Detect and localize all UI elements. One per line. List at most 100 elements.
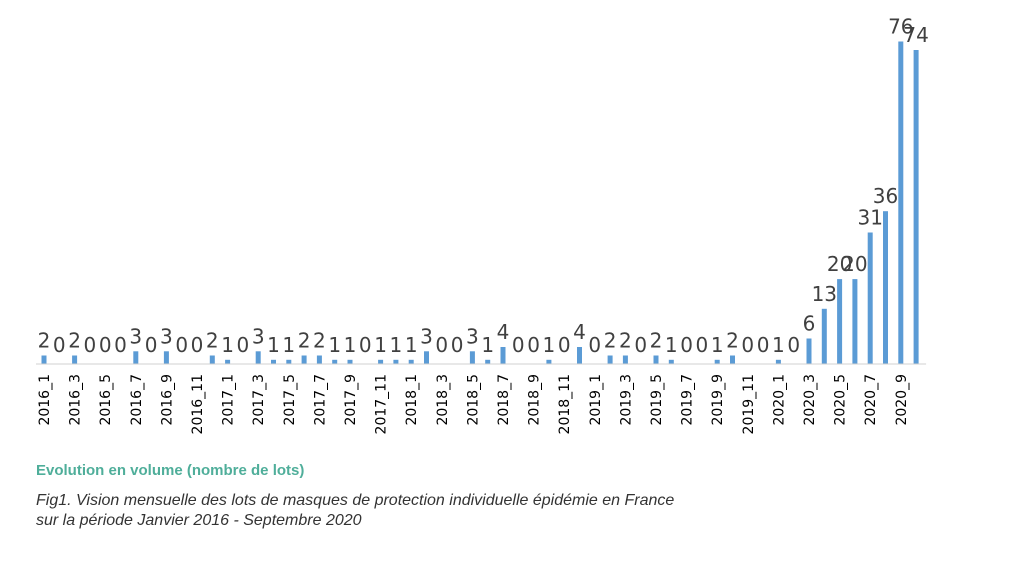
x-tick-label-2019_5: 2019_5 (649, 374, 665, 426)
x-tick-label-2017_9: 2017_9 (343, 374, 359, 426)
data-label-2019_8: 0 (696, 333, 709, 357)
data-label-2018_10: 1 (543, 333, 556, 357)
x-tick-label-2019_9: 2019_9 (710, 374, 726, 426)
bar-2020_3 (806, 338, 812, 364)
bar-2017_9 (347, 359, 353, 364)
data-label-2016_10: 0 (175, 333, 188, 357)
data-label-2017_5: 1 (282, 333, 295, 357)
x-tick-label-2018_1: 2018_1 (404, 374, 420, 426)
bar-2018_5 (469, 351, 475, 364)
data-label-2017_4: 1 (267, 333, 280, 357)
bar-2019_3 (622, 355, 628, 364)
bar-2020_8 (883, 211, 888, 364)
x-tick-label-2020_9: 2020_9 (894, 374, 910, 426)
data-label-2016_3: 2 (68, 329, 81, 353)
data-label-2016_12: 2 (206, 329, 219, 353)
data-label-2020_3: 6 (803, 312, 816, 336)
data-label-2016_9: 3 (160, 324, 173, 348)
bar-2017_12 (393, 359, 399, 364)
data-label-2018_11: 0 (558, 333, 571, 357)
x-tick-label-2018_3: 2018_3 (435, 374, 451, 426)
data-label-2018_4: 0 (451, 333, 464, 357)
data-label-2017_3: 3 (252, 324, 265, 348)
bar-2018_6 (485, 359, 491, 364)
figure-caption: Fig1. Vision mensuelle des lots de masqu… (36, 491, 674, 531)
x-tick-label-2018_7: 2018_7 (496, 374, 512, 426)
bar-2019_9 (714, 359, 720, 364)
bar-2016_7 (133, 351, 139, 364)
x-tick-label-2020_5: 2020_5 (833, 374, 849, 426)
data-label-2018_7: 4 (497, 320, 510, 344)
x-tick-label-2020_1: 2020_1 (771, 374, 787, 426)
x-tick-label-2018_11: 2018_11 (557, 374, 573, 434)
data-label-2019_12: 0 (757, 333, 770, 357)
data-label-2016_1: 2 (38, 329, 51, 353)
bar-2017_7 (316, 355, 322, 364)
data-label-2016_11: 0 (191, 333, 204, 357)
bar-2020_5 (837, 279, 843, 364)
bar-2019_5 (653, 355, 659, 364)
bar-2017_5 (286, 359, 292, 364)
data-label-2019_11: 0 (741, 333, 754, 357)
data-label-2018_9: 0 (527, 333, 540, 357)
x-tick-label-2020_7: 2020_7 (863, 374, 879, 426)
bars-group (41, 41, 919, 364)
x-tick-label-2019_11: 2019_11 (741, 374, 757, 434)
data-label-2017_12: 1 (390, 333, 403, 357)
x-tick-label-2016_11: 2016_11 (190, 374, 206, 434)
x-tick-label-2017_3: 2017_3 (251, 374, 267, 426)
bar-2020_9 (898, 41, 904, 364)
data-label-2020_1: 1 (772, 333, 785, 357)
data-label-2018_3: 0 (435, 333, 448, 357)
data-label-2019_6: 1 (665, 333, 678, 357)
data-label-2017_11: 1 (374, 333, 387, 357)
data-label-2017_10: 0 (359, 333, 372, 357)
data-label-2016_6: 0 (114, 333, 127, 357)
x-tick-label-2019_7: 2019_7 (680, 374, 696, 426)
x-tick-label-2016_7: 2016_7 (129, 374, 145, 426)
bar-2016_9 (163, 351, 169, 364)
bar-2016_12 (209, 355, 215, 364)
data-label-2019_9: 1 (711, 333, 724, 357)
data-label-2019_10: 2 (726, 329, 739, 353)
data-label-2019_2: 2 (604, 329, 617, 353)
bar-2017_6 (301, 355, 307, 364)
bar-2016_3 (72, 355, 78, 364)
figure-caption-line-2: sur la période Janvier 2016 - Septembre … (36, 512, 362, 529)
data-label-2019_4: 0 (634, 333, 647, 357)
data-label-2016_4: 0 (84, 333, 97, 357)
x-tick-labels-group: 2016_1 2016_3 2016_5 2016_7 2016_9 2016_11 201… (37, 374, 910, 434)
data-label-2019_5: 2 (650, 329, 663, 353)
data-label-2017_9: 1 (344, 333, 357, 357)
bar-2017_8 (332, 359, 338, 364)
x-tick-label-2016_3: 2016_3 (68, 374, 84, 426)
data-label-2017_7: 2 (313, 329, 326, 353)
x-tick-label-2019_1: 2019_1 (588, 374, 604, 426)
chart-title: Evolution en volume (nombre de lots) (36, 462, 305, 479)
x-tick-label-2020_3: 2020_3 (802, 374, 818, 426)
bar-2018_10 (546, 359, 552, 364)
bar-2020_1 (775, 359, 781, 364)
data-label-2017_1: 1 (221, 333, 234, 357)
x-tick-label-2018_5: 2018_5 (465, 374, 481, 426)
bar-2018_12 (577, 347, 582, 364)
data-label-2018_6: 1 (481, 333, 494, 357)
bar-2018_1 (408, 359, 414, 364)
bar-2020_6 (852, 279, 858, 364)
data-label-2019_3: 2 (619, 329, 632, 353)
data-label-2019_7: 0 (680, 333, 693, 357)
data-label-2020_6: 20 (842, 252, 867, 276)
data-label-2018_8: 0 (512, 333, 525, 357)
data-label-2018_5: 3 (466, 324, 479, 348)
bar-2016_1 (41, 355, 47, 364)
bar-2017_11 (378, 359, 384, 364)
data-label-2016_5: 0 (99, 333, 112, 357)
x-tick-label-2019_3: 2019_3 (618, 374, 634, 426)
bar-2017_4 (271, 359, 276, 364)
data-label-2016_7: 3 (129, 324, 142, 348)
data-label-2017_2: 0 (237, 333, 250, 357)
data-label-2018_1: 1 (405, 333, 418, 357)
data-label-2017_8: 1 (328, 333, 341, 357)
data-label-2020_5: 20 (827, 252, 852, 276)
data-label-2018_12: 4 (573, 320, 586, 344)
